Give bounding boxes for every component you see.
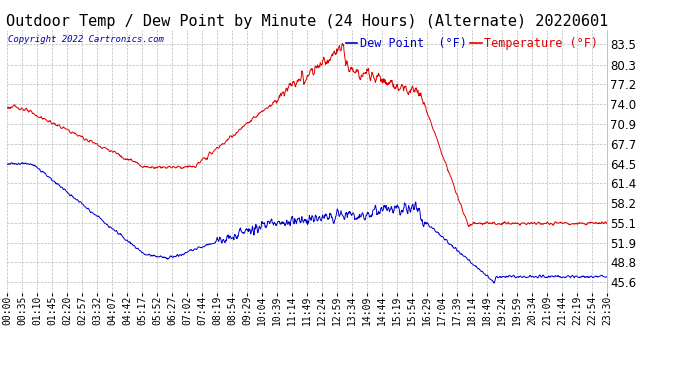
Title: Outdoor Temp / Dew Point by Minute (24 Hours) (Alternate) 20220601: Outdoor Temp / Dew Point by Minute (24 H… <box>6 14 608 29</box>
Text: Copyright 2022 Cartronics.com: Copyright 2022 Cartronics.com <box>8 35 164 44</box>
Legend: Dew Point  (°F), Temperature (°F): Dew Point (°F), Temperature (°F) <box>346 37 598 50</box>
